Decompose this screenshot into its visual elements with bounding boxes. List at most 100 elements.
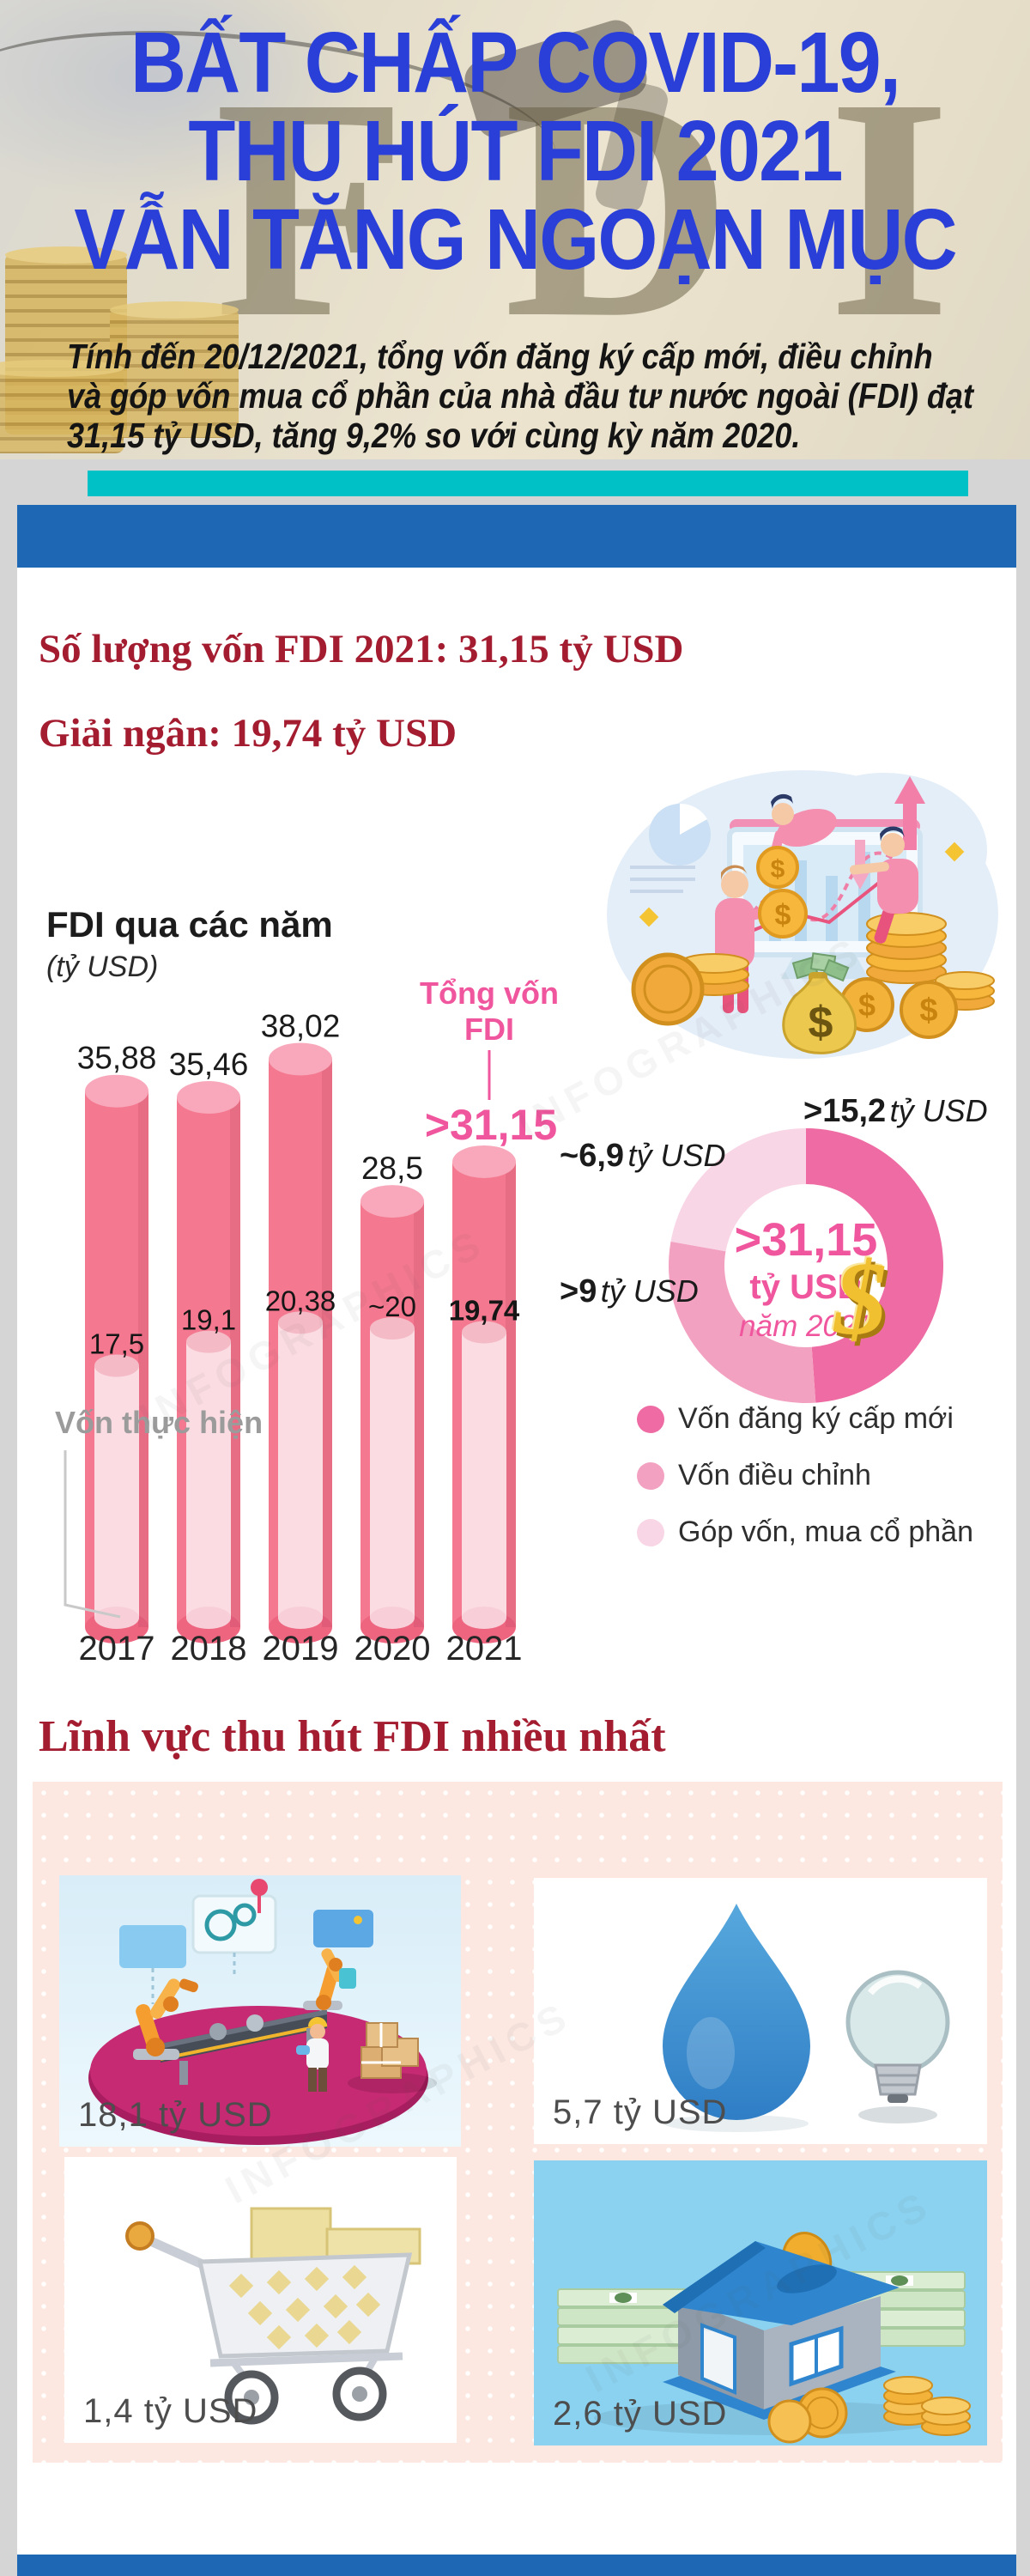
bar-year-label: 2018 [171,1630,247,1668]
total-fdi-annotation: FDI [464,1012,514,1047]
implemented-capital-bracket [64,1450,121,1619]
gold-dollar-icon: $ [834,1241,887,1357]
shopping-cart-icon [125,2207,421,2425]
bar-inner-bottom-cap [278,1607,323,1629]
bar-year-label: 2020 [354,1630,431,1668]
implemented-capital-label: Vốn thực hiện [55,1405,263,1440]
fdi-by-year-bar-chart: 35,88 17,5 2017 35,46 19,1 2018 38,02 20,38 2019… [55,975,559,1668]
hero-section: FDI BẤT CHẤP COVID-19, THU HÚT FDI 2021 … [0,0,1030,459]
water-drop-and-light-bulb-illustration [534,1878,987,2144]
worker-figure [296,2017,329,2092]
bar-inner [462,1332,506,1618]
bar-value-label: 38,02 [261,1008,341,1043]
legend-item-registered: Vốn đăng ký cấp mới [637,1402,973,1436]
coin-stack-photo [0,360,124,453]
bar-inner-value-label: ~20 [368,1291,416,1322]
bar-value-label: >31,15 [425,1101,557,1149]
sector-amount: 5,7 tỷ USD [553,2093,728,2131]
investor-figure [877,859,918,914]
robot-arm-icon [133,1978,198,2060]
legend-item-adjusted: Vốn điều chỉnh [637,1459,973,1492]
lead-paragraph: Tính đến 20/12/2021, tổng vốn đăng ký cấ… [67,337,973,455]
bar-top-cap [360,1185,424,1218]
bar-value-label: 35,88 [77,1041,157,1076]
bar-value-label: 35,46 [169,1047,249,1082]
background-fdi-letters: FDI [215,33,1030,383]
bar-inner [94,1365,139,1618]
donut-slice [806,1128,943,1403]
bar-year-label: 2019 [263,1630,339,1668]
svg-text:$: $ [858,987,876,1023]
donut-slice [669,1241,816,1403]
bar-top-cap [85,1074,148,1108]
sector-amount: 1,4 tỷ USD [83,2392,258,2430]
manufacturing-automation-illustration [59,1875,461,2147]
sector-amount: 2,6 tỷ USD [553,2395,728,2433]
bar-inner [370,1328,415,1618]
house-piggy-bank-icon [663,2232,900,2420]
donut-label-adjusted: >9 tỷ USD [560,1273,699,1309]
svg-text:$: $ [919,993,937,1029]
title-line-1: BẤT CHẤP COVID-19, [130,15,901,111]
dollar-coin-icon [900,981,958,1039]
bar-year-label: 2017 [79,1630,155,1668]
bar-inner-value-label: 20,38 [265,1285,336,1316]
bar-top-cap [177,1080,240,1114]
bar-inner-bottom-cap [370,1607,415,1629]
sector-card-manufacturing: 18,1 tỷ USD [59,1875,461,2147]
bar-value-label: 28,5 [361,1151,423,1186]
bar-inner-top-cap [278,1311,323,1334]
bar-inner-bottom-cap [186,1607,231,1629]
bar-year-label: 2021 [446,1630,523,1668]
money-stack-icon [557,2288,689,2364]
donut-legend: Vốn đăng ký cấp mới Vốn điều chỉnh Góp v… [637,1402,973,1572]
donut-slice [670,1128,806,1252]
bar-shade [506,1161,516,1627]
summary-disbursed: Giải ngân: 19,74 tỷ USD [39,711,457,756]
bar-inner-top-cap [370,1317,415,1340]
bar-chart-unit: (tỷ USD) [46,951,159,983]
svg-text:$: $ [771,855,785,884]
screen-icon [119,1925,186,1968]
bar-inner-value-label: 19,1 [181,1304,236,1336]
donut-label-registered: >15,2 tỷ USD [803,1093,988,1129]
bar-top-cap [452,1145,516,1178]
bar-inner [278,1322,323,1618]
sector-card-real-estate: 2,6 tỷ USD [534,2160,987,2445]
bottom-blue-bar [17,2555,1016,2576]
legend-dot [637,1461,664,1490]
water-drop-icon [663,1904,810,2120]
bar-shade [414,1201,424,1627]
investors-growth-chart-illustration: $ $ [607,770,998,1059]
dollar-coin-icon [756,846,799,889]
bar-inner-top-cap [462,1321,506,1344]
bar-shade [322,1059,332,1627]
legend-dot [637,1405,664,1433]
light-bulb-icon [845,1970,950,2123]
svg-text:$: $ [809,998,833,1048]
summary-total-fdi: Số lượng vốn FDI 2021: 31,15 tỷ USD [39,627,684,671]
teal-divider-bar [88,471,968,496]
coin-stack-photo [110,301,239,438]
money-bag-icon: $ [782,952,857,1054]
fdi-2021-structure-donut-chart [669,1128,943,1403]
content-card: Số lượng vốn FDI 2021: 31,15 tỷ USD Giải… [17,568,1016,2555]
blue-divider-band [17,505,1016,568]
sector-card-energy-water: 5,7 tỷ USD [534,1878,987,2144]
title-line-3: VẪN TĂNG NGOẠN MỤC [74,191,957,288]
shopping-cart-illustration [64,2157,457,2443]
bar-inner-bottom-cap [94,1607,139,1629]
legend-dot [637,1518,664,1546]
bar-inner-bottom-cap [462,1607,506,1629]
up-arrow-icon [903,800,917,850]
coin-stack-icon [767,2376,971,2444]
bar-top-cap [269,1042,332,1076]
dollar-coin-icon [758,889,808,939]
bar-chart-title: FDI qua các năm [46,904,333,945]
bar-inner-value-label: 17,5 [89,1328,144,1360]
sectors-heading: Lĩnh vực thu hút FDI nhiều nhất [39,1712,666,1761]
donut-label-share-purchase: ~6,9 tỷ USD [560,1138,726,1174]
bar-inner-top-cap [94,1354,139,1377]
main-title: BẤT CHẤP COVID-19, THU HÚT FDI 2021 VẪN … [0,19,1030,284]
bar-inner-top-cap [186,1330,231,1353]
